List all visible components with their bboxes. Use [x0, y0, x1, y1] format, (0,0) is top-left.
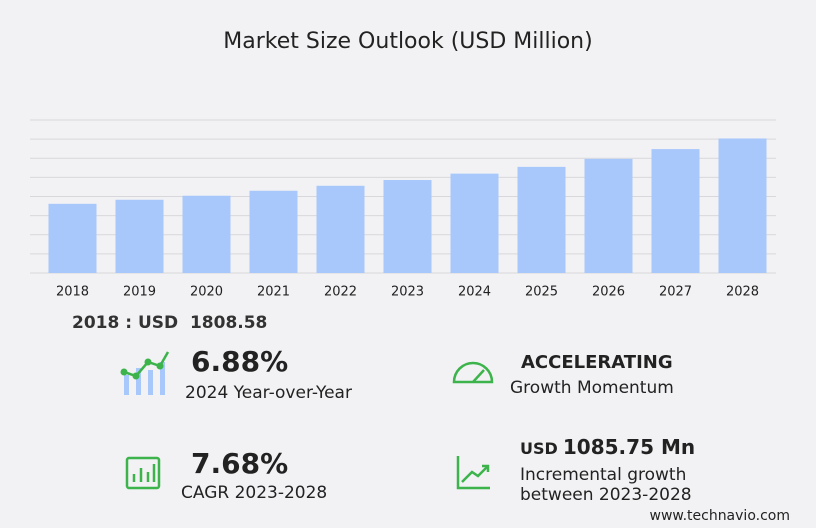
bar	[651, 149, 700, 273]
stat-value: 6.88%	[191, 345, 289, 378]
stat-label: Growth Momentum	[510, 378, 674, 398]
yoy-icon	[120, 351, 170, 395]
stat-label: Incremental growth between 2023-2028	[520, 465, 692, 505]
x-tick-label: 2026	[592, 285, 625, 300]
x-tick-label: 2023	[391, 285, 424, 300]
incremental-icon	[456, 456, 490, 490]
x-tick-label: 2021	[257, 285, 290, 300]
footer: www.technavio.com	[649, 508, 791, 524]
x-tick-label: 2020	[190, 285, 223, 300]
stat-label: 2024 Year-over-Year	[185, 383, 352, 403]
stat-value: 7.68%	[191, 447, 289, 480]
base-text: 2018 : USD	[72, 313, 179, 333]
bar	[48, 203, 97, 273]
chart-title: Market Size Outlook (USD Million)	[223, 29, 592, 54]
x-tick-label: 2027	[659, 285, 692, 300]
stat-unit: USD	[520, 439, 558, 458]
bar	[182, 195, 231, 273]
momentum-icon	[452, 361, 494, 384]
bar	[584, 158, 633, 273]
bar	[718, 138, 767, 273]
bar	[115, 199, 164, 273]
cagr-icon	[125, 456, 161, 490]
x-tick-label: 2018	[56, 285, 89, 300]
x-tick-label: 2025	[525, 285, 558, 300]
bar	[517, 166, 566, 273]
x-tick-label: 2028	[726, 285, 759, 300]
base-value: 1808.58	[189, 313, 268, 333]
x-tick-label: 2024	[458, 285, 491, 300]
bar	[249, 190, 298, 273]
x-tick-label: 2019	[123, 285, 156, 300]
stat-label: CAGR 2023-2028	[181, 483, 328, 503]
x-tick-label: 2022	[324, 285, 357, 300]
bar	[316, 185, 365, 273]
stat-value: 1085.75 Mn	[562, 435, 696, 459]
bar	[450, 173, 499, 273]
stat-value: ACCELERATING	[521, 352, 673, 373]
stat-heading: USD 1085.75 Mn	[520, 435, 695, 459]
bar	[383, 180, 432, 273]
base-year: 2018 : USD 1808.58	[72, 313, 267, 333]
